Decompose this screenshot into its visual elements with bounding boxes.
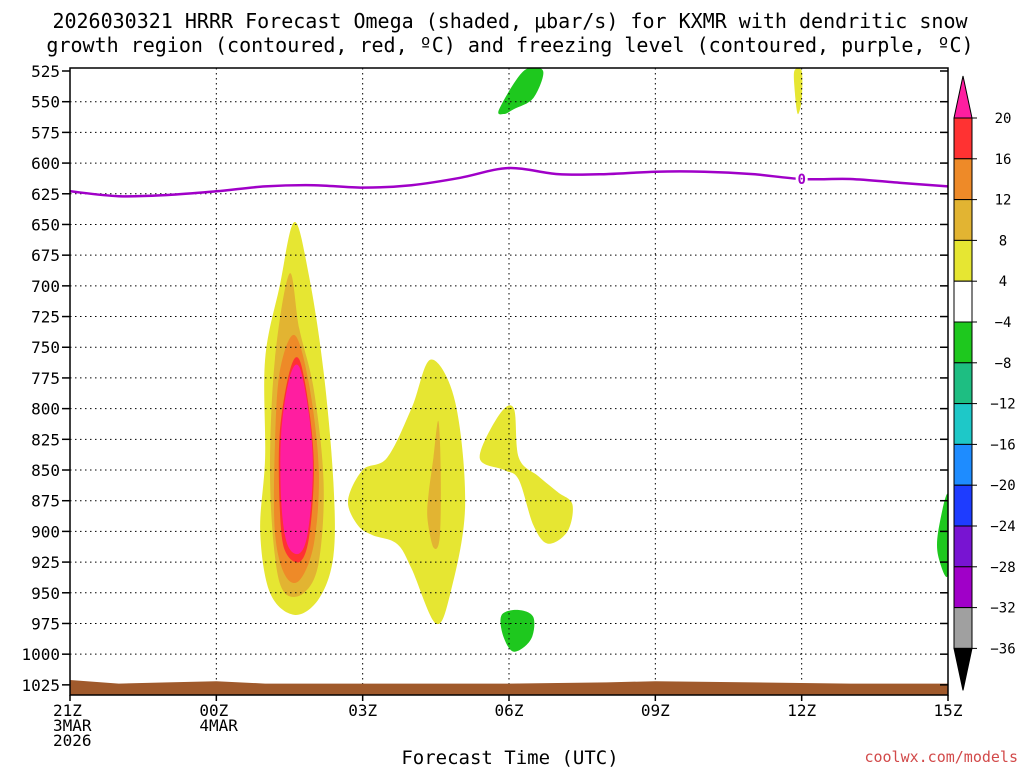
colorbar: 20 16 12 8 4 −4 −8 −12 −16 −20 −24 −28 −32 −36 bbox=[953, 75, 1016, 691]
colorbar-box-8 bbox=[953, 443, 973, 486]
y-tick-label-700: 700 bbox=[31, 277, 60, 296]
colorbar-box-2 bbox=[953, 199, 973, 241]
colorbar-box-3 bbox=[953, 239, 973, 282]
y-tick-label-650: 650 bbox=[31, 215, 60, 234]
y-tick-label-850: 850 bbox=[31, 461, 60, 480]
colorbar-label-13: −36 bbox=[990, 641, 1015, 657]
freezing-level-line bbox=[70, 166, 948, 198]
colorbar-box-0 bbox=[953, 117, 973, 160]
chart-title-line-1: 2026030321 HRRR Forecast Omega (shaded, … bbox=[52, 9, 968, 33]
y-tick-label-975: 975 bbox=[31, 614, 60, 633]
freezing-level-label-bg bbox=[795, 172, 808, 187]
omega-region-5 bbox=[347, 359, 466, 625]
x-tick-label-18-0: 15Z bbox=[934, 701, 963, 720]
colorbar-label-3: 8 bbox=[999, 233, 1007, 249]
omega-region-6 bbox=[427, 420, 441, 550]
y-tick-label-675: 675 bbox=[31, 246, 60, 265]
terrain-fill bbox=[70, 680, 948, 695]
colorbar-label-8: −16 bbox=[990, 437, 1015, 453]
y-tick-label-1025: 1025 bbox=[21, 676, 60, 695]
y-tick-label-825: 825 bbox=[31, 430, 60, 449]
colorbar-bottom-triangle bbox=[953, 647, 973, 691]
omega-shading bbox=[260, 68, 948, 652]
colorbar-box-6 bbox=[953, 362, 973, 405]
y-tick-label-625: 625 bbox=[31, 185, 60, 204]
terrain-band bbox=[70, 680, 948, 695]
omega-region-7 bbox=[479, 405, 573, 544]
x-tick-label-0-1: 3MAR bbox=[53, 716, 92, 735]
colorbar-box-5 bbox=[953, 321, 973, 364]
colorbar-label-11: −28 bbox=[990, 560, 1015, 576]
omega-region-8 bbox=[498, 68, 544, 115]
y-tick-label-925: 925 bbox=[31, 553, 60, 572]
colorbar-box-1 bbox=[953, 158, 973, 201]
y-tick-label-575: 575 bbox=[31, 123, 60, 142]
plot-grid bbox=[70, 68, 948, 695]
colorbar-label-5: −4 bbox=[995, 315, 1012, 331]
x-tick-label-0-0: 21Z bbox=[53, 701, 82, 720]
omega-region-10 bbox=[793, 68, 803, 115]
omega-region-4 bbox=[280, 364, 313, 555]
x-tick-label-12-0: 09Z bbox=[641, 701, 670, 720]
omega-region-9 bbox=[500, 609, 535, 652]
x-tick-label-9-0: 06Z bbox=[495, 701, 524, 720]
colorbar-box-7 bbox=[953, 403, 973, 445]
freezing-level-contour: 0 bbox=[70, 166, 948, 198]
colorbar-label-4: 4 bbox=[999, 274, 1007, 290]
colorbar-label-1: 16 bbox=[995, 152, 1012, 168]
x-tick-label-0-2: 2026 bbox=[53, 731, 92, 750]
plot-frame bbox=[69, 67, 949, 696]
y-tick-label-750: 750 bbox=[31, 338, 60, 357]
y-tick-label-725: 725 bbox=[31, 308, 60, 327]
colorbar-label-7: −12 bbox=[990, 397, 1015, 413]
site-credit[interactable]: coolwx.com/models bbox=[864, 748, 1018, 766]
colorbar-label-0: 20 bbox=[995, 111, 1012, 127]
x-tick-label-6-0: 03Z bbox=[348, 701, 377, 720]
x-tick-label-3-1: 4MAR bbox=[199, 716, 238, 735]
y-tick-label-1000: 1000 bbox=[21, 645, 60, 664]
colorbar-label-9: −20 bbox=[990, 478, 1015, 494]
x-tick-label-3-0: 00Z bbox=[199, 701, 228, 720]
y-tick-label-950: 950 bbox=[31, 584, 60, 603]
colorbar-label-2: 12 bbox=[995, 193, 1012, 209]
colorbar-box-10 bbox=[953, 525, 973, 568]
y-axis: 525 550 575 600 625 650 675 700 725 750 775 800 825 8… bbox=[21, 62, 948, 695]
y-tick-label-525: 525 bbox=[31, 62, 60, 81]
y-tick-label-775: 775 bbox=[31, 369, 60, 388]
colorbar-label-10: −24 bbox=[990, 519, 1015, 535]
colorbar-top-triangle bbox=[953, 75, 973, 119]
y-tick-label-600: 600 bbox=[31, 154, 60, 173]
x-tick-label-15-0: 12Z bbox=[787, 701, 816, 720]
y-tick-label-800: 800 bbox=[31, 400, 60, 419]
chart-title-line-2: growth region (contoured, red, ºC) and f… bbox=[46, 33, 973, 57]
y-tick-label-875: 875 bbox=[31, 492, 60, 511]
colorbar-box-4 bbox=[953, 280, 973, 323]
colorbar-label-6: −8 bbox=[995, 356, 1012, 372]
omega-region-11 bbox=[937, 493, 948, 577]
x-axis-label: Forecast Time (UTC) bbox=[401, 747, 618, 768]
colorbar-box-12 bbox=[953, 607, 973, 649]
freezing-level-label: 0 bbox=[797, 172, 805, 188]
y-tick-label-900: 900 bbox=[31, 522, 60, 541]
colorbar-box-11 bbox=[953, 566, 973, 609]
colorbar-box-9 bbox=[953, 484, 973, 527]
colorbar-label-12: −32 bbox=[990, 601, 1015, 617]
y-tick-label-550: 550 bbox=[31, 93, 60, 112]
